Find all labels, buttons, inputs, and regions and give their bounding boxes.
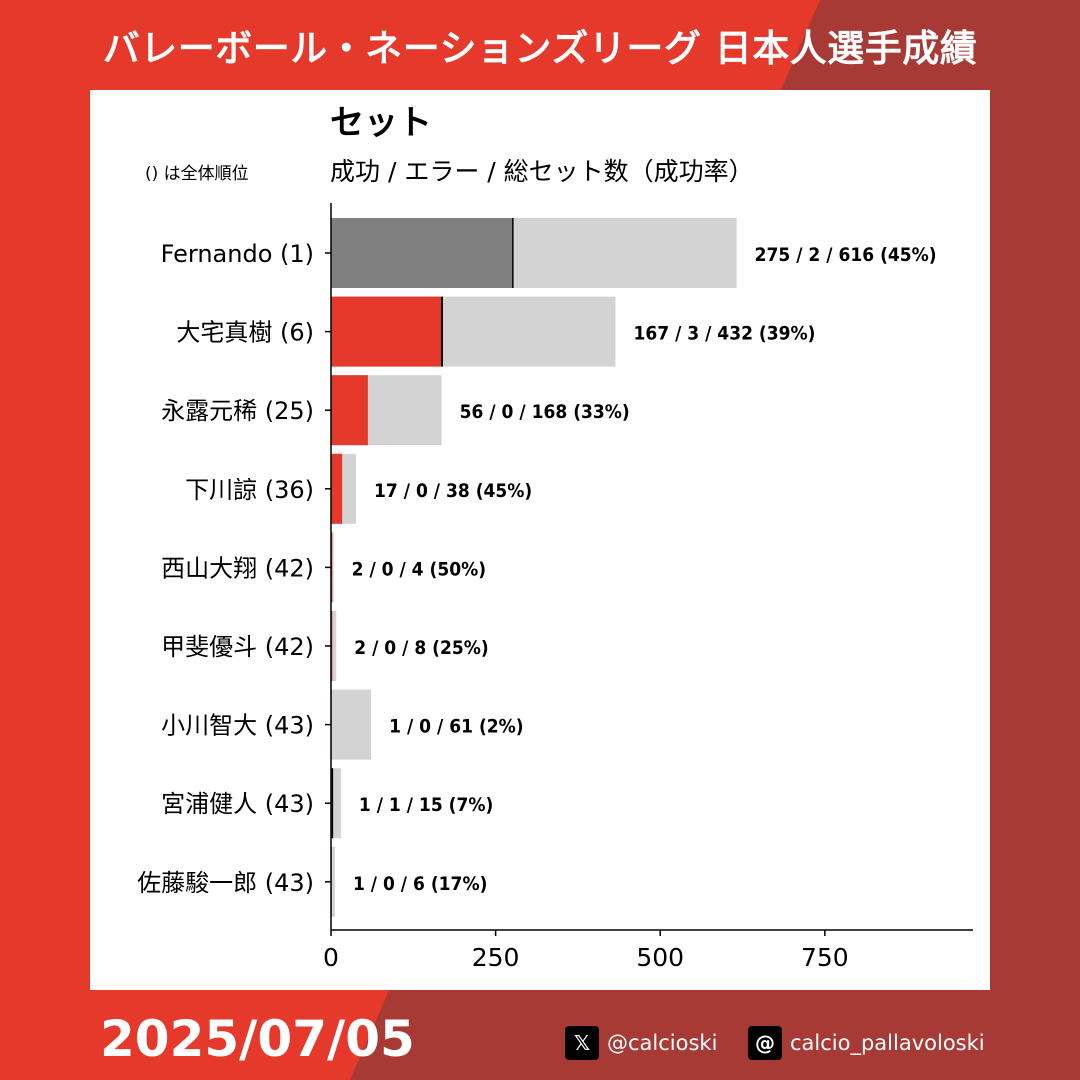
- data-label: 1 / 0 / 6 (17%): [353, 873, 487, 895]
- bar-total: [331, 846, 335, 917]
- category-label: 大宅真樹 (6): [176, 319, 314, 347]
- data-label: 17 / 0 / 38 (45%): [374, 480, 532, 502]
- threads-handle: calcio_pallavoloski: [790, 1031, 985, 1055]
- category-label: 西山大翔 (42): [161, 554, 314, 582]
- data-label: 56 / 0 / 168 (33%): [460, 401, 630, 423]
- chart-subtitle: 成功 / エラー / 総セット数（成功率）: [330, 157, 754, 186]
- x-tick-label: 250: [472, 943, 520, 972]
- threads-logo-icon: @: [748, 1026, 782, 1060]
- bar-total: [331, 768, 341, 839]
- x-handle: @calcioski: [607, 1031, 718, 1055]
- category-label: 下川諒 (36): [185, 476, 314, 504]
- chart-note: () は全体順位: [145, 164, 249, 184]
- category-label: Fernando (1): [161, 240, 314, 268]
- threads-social[interactable]: @ calcio_pallavoloski: [748, 1025, 985, 1061]
- page-title: バレーボール・ネーションズリーグ 日本人選手成績: [102, 27, 978, 70]
- data-label: 1 / 0 / 61 (2%): [389, 716, 523, 738]
- data-label: 275 / 2 / 616 (45%): [755, 244, 937, 266]
- x-tick-label: 0: [323, 943, 339, 972]
- bar-error: [331, 768, 334, 839]
- chart-title: セット: [330, 103, 432, 143]
- x-logo-icon: 𝕏: [565, 1026, 599, 1060]
- category-label: 佐藤駿一郎 (43): [137, 869, 314, 897]
- data-label: 2 / 0 / 8 (25%): [354, 637, 488, 659]
- bar-total: [331, 611, 337, 681]
- bar-error: [512, 218, 514, 288]
- bar-success: [331, 375, 368, 446]
- bar-total: [331, 689, 372, 760]
- bar-success: [331, 453, 343, 524]
- bar-success: [331, 296, 441, 367]
- bar-error: [440, 296, 443, 367]
- category-label: 宮浦健人 (43): [161, 790, 314, 818]
- x-tick-label: 500: [636, 943, 684, 972]
- data-label: 2 / 0 / 4 (50%): [352, 558, 486, 580]
- data-label: 1 / 1 / 15 (7%): [359, 794, 493, 816]
- category-label: 永露元稀 (25): [161, 397, 314, 425]
- date-label: 2025/07/05: [100, 1010, 415, 1068]
- x-social[interactable]: 𝕏 @calcioski: [565, 1025, 717, 1061]
- chart-panel: セット () は全体順位 成功 / エラー / 総セット数（成功率） Ferna…: [90, 90, 990, 990]
- bar-chart: セット () は全体順位 成功 / エラー / 総セット数（成功率） Ferna…: [137, 103, 973, 972]
- data-label: 167 / 3 / 432 (39%): [633, 323, 815, 345]
- category-label: 甲斐優斗 (42): [161, 633, 314, 661]
- axes-group: 0 250 500 750: [323, 203, 973, 972]
- bars-group: [331, 218, 737, 917]
- x-tick-label: 750: [801, 943, 849, 972]
- category-label: 小川智大 (43): [161, 712, 314, 740]
- bar-success: [331, 218, 513, 288]
- labels-group: Fernando (1) 275 / 2 / 616 (45%) 大宅真樹 (6) 1…: [137, 240, 937, 897]
